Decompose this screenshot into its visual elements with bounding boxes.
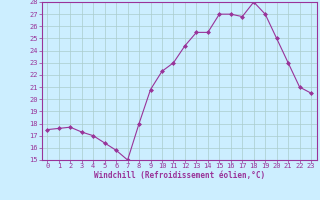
X-axis label: Windchill (Refroidissement éolien,°C): Windchill (Refroidissement éolien,°C) — [94, 171, 265, 180]
